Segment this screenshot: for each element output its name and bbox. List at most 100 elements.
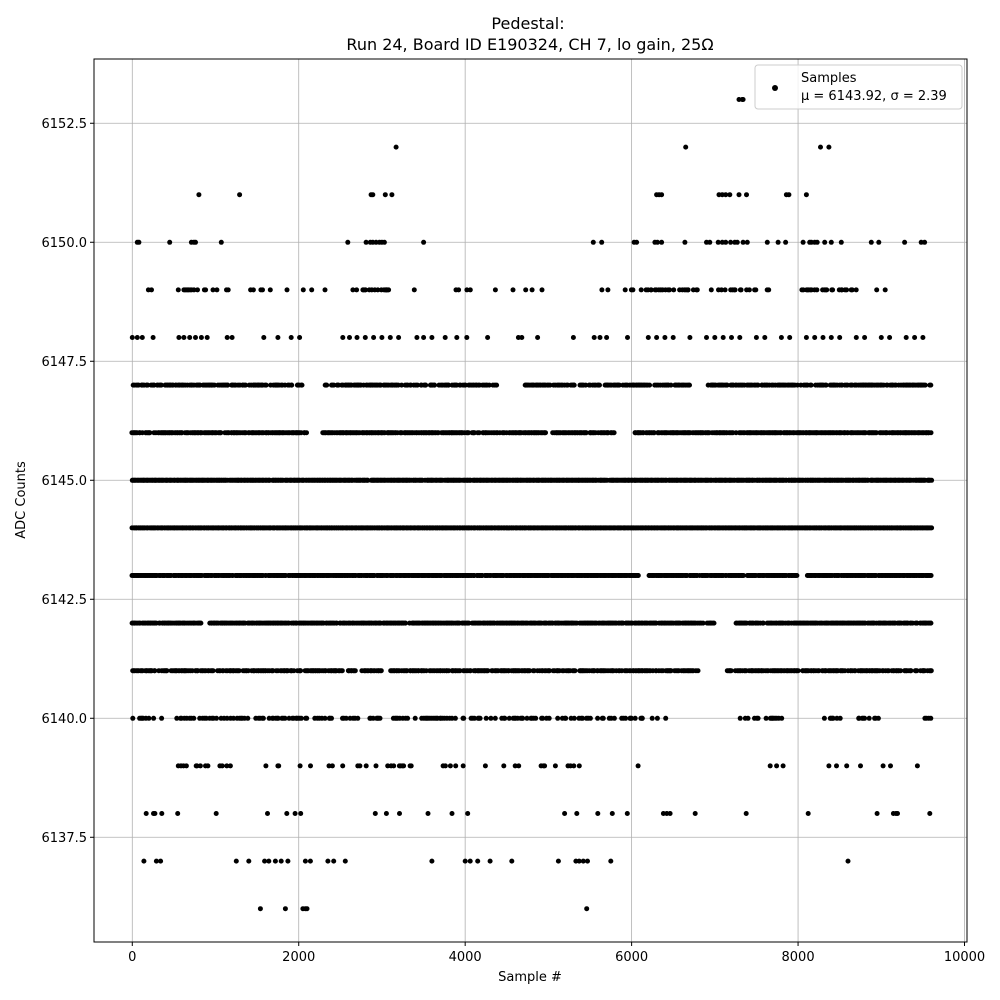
data-point (263, 382, 269, 388)
data-point (130, 715, 136, 721)
data-point (307, 858, 313, 864)
data-point (727, 192, 733, 198)
data-point (411, 287, 417, 293)
data-point (523, 287, 529, 293)
data-point (635, 573, 641, 578)
data-point (740, 239, 746, 245)
data-point (300, 287, 306, 293)
data-point (668, 382, 674, 388)
data-point (732, 287, 738, 293)
data-point (744, 239, 750, 245)
data-point (599, 287, 605, 293)
data-point (928, 430, 934, 436)
data-point (715, 239, 721, 245)
data-point (354, 335, 360, 340)
data-point (685, 287, 691, 293)
data-point (393, 144, 399, 150)
data-point (668, 668, 674, 674)
data-point (371, 335, 377, 340)
data-point (876, 239, 882, 245)
data-point (707, 239, 713, 245)
data-point (746, 287, 752, 293)
data-points (129, 97, 935, 912)
data-point (737, 335, 743, 340)
data-point (803, 192, 809, 198)
data-point (882, 287, 888, 293)
data-point (243, 382, 249, 388)
data-point (285, 858, 291, 864)
data-point (174, 715, 180, 721)
data-point (386, 287, 392, 293)
data-point (405, 715, 411, 721)
data-point (378, 668, 384, 674)
data-point (297, 335, 303, 340)
data-point (908, 668, 914, 674)
data-point (868, 239, 874, 245)
data-point (638, 287, 644, 293)
data-point (204, 335, 210, 340)
data-point (466, 430, 471, 436)
data-point (362, 335, 368, 340)
data-point (862, 335, 868, 340)
data-point (429, 335, 435, 340)
data-point (198, 335, 204, 340)
data-point (457, 668, 463, 674)
data-point (403, 620, 408, 626)
data-point (662, 335, 668, 340)
data-point (485, 668, 491, 674)
data-point (485, 335, 491, 340)
data-point (555, 858, 561, 864)
data-point (298, 668, 304, 674)
data-point (167, 239, 173, 245)
data-point (671, 287, 677, 293)
data-point (898, 668, 904, 674)
data-point (760, 620, 766, 626)
data-point (375, 287, 381, 293)
data-point (379, 335, 385, 340)
data-point (139, 335, 145, 340)
data-point (724, 382, 730, 388)
data-point (214, 715, 219, 721)
data-point (381, 239, 387, 245)
data-point (654, 239, 660, 245)
data-point (147, 430, 153, 436)
data-point (814, 287, 820, 293)
data-point (291, 668, 297, 674)
data-point (700, 620, 706, 626)
data-point (429, 858, 435, 864)
data-point (245, 715, 251, 721)
data-point (225, 287, 231, 293)
data-point (849, 287, 855, 293)
data-point (570, 335, 576, 340)
data-point (203, 287, 209, 293)
data-point (820, 335, 826, 340)
data-point (787, 335, 793, 340)
data-point (129, 335, 135, 340)
data-point (382, 192, 388, 198)
data-point (304, 715, 310, 721)
data-point (289, 382, 295, 388)
data-point (659, 192, 665, 198)
data-point (272, 858, 278, 864)
data-point (704, 335, 709, 340)
data-point (355, 715, 361, 721)
data-point (695, 668, 701, 674)
data-point (494, 382, 500, 388)
data-point (824, 287, 830, 293)
data-point (651, 430, 657, 436)
data-point (723, 192, 729, 198)
data-point (237, 192, 243, 198)
data-point (476, 430, 482, 436)
data-point (176, 335, 182, 340)
data-point (740, 97, 746, 102)
data-point (193, 335, 198, 340)
data-point (694, 287, 700, 293)
data-point (571, 382, 577, 388)
data-point (187, 335, 193, 340)
data-point (887, 335, 893, 340)
data-point (191, 715, 197, 721)
data-point (196, 192, 202, 198)
data-point (298, 715, 304, 721)
data-point (928, 668, 934, 674)
